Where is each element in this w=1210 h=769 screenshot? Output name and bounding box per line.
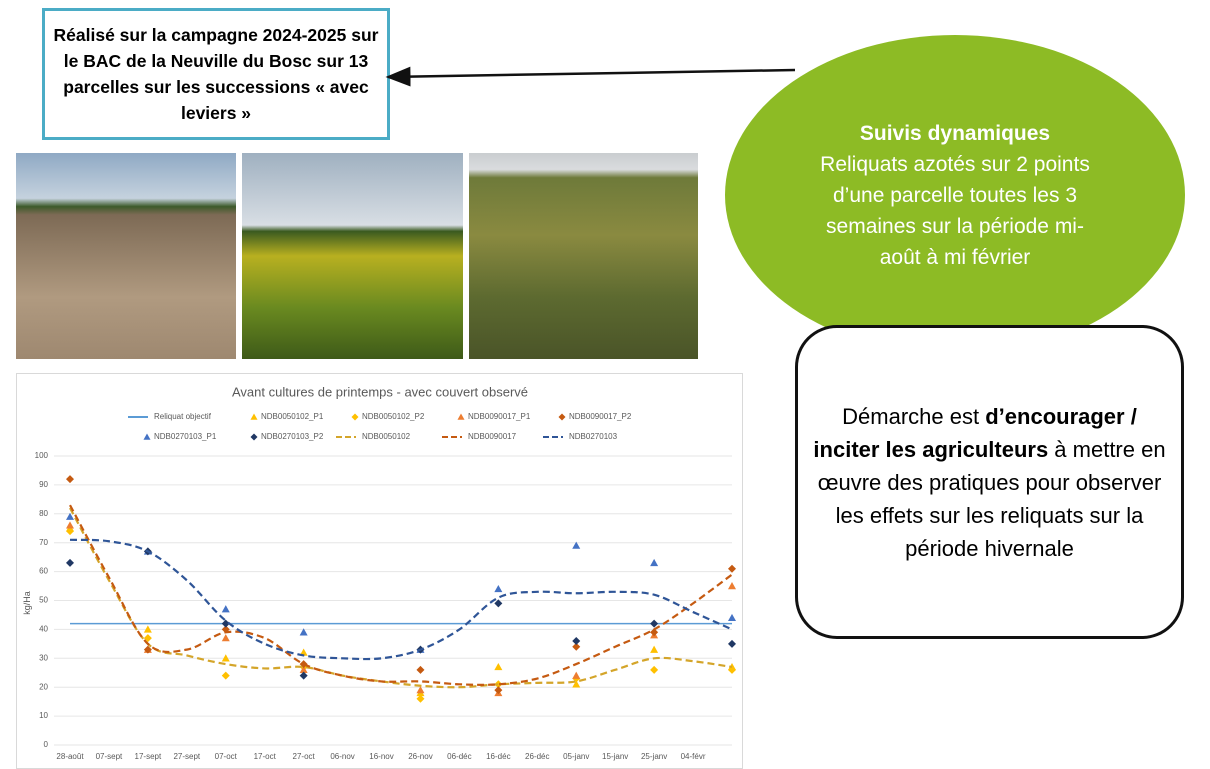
x-tick-label: 17-oct (254, 752, 277, 761)
x-tick-label: 27-sept (173, 752, 200, 761)
x-tick-label: 07-sept (96, 752, 123, 761)
y-tick-label: 20 (39, 682, 48, 691)
legend-label: NDB0050102_P1 (261, 412, 324, 421)
x-tick-label: 25-janv (641, 752, 667, 761)
x-tick-label: 28-août (56, 752, 84, 761)
ellipse-text: Reliquats azotés sur 2 points d’une parc… (820, 149, 1090, 273)
legend-label: NDB0270103_P2 (261, 432, 324, 441)
x-tick-label: 16-nov (369, 752, 393, 761)
x-tick-label: 04-févr (681, 752, 706, 761)
y-tick-label: 50 (39, 596, 48, 605)
x-tick-label: 17-sept (135, 752, 162, 761)
chart: Avant cultures de printemps - avec couve… (16, 373, 744, 769)
x-tick-label: 05-janv (563, 752, 589, 761)
arrow (388, 70, 795, 77)
photo-cover (469, 153, 698, 359)
photo-mustard (242, 153, 463, 359)
y-tick-label: 60 (39, 567, 48, 576)
dynamic-followup: Suivis dynamiques Reliquats azotés sur 2… (725, 35, 1185, 355)
x-tick-label: 16-déc (486, 752, 510, 761)
x-tick-label: 15-janv (602, 752, 628, 761)
y-tick-label: 10 (39, 711, 48, 720)
legend-label: NDB0090017 (468, 432, 517, 441)
y-tick-label: 0 (44, 740, 49, 749)
y-tick-label: 100 (35, 451, 49, 460)
x-tick-label: 26-déc (525, 752, 549, 761)
ellipse-title: Suivis dynamiques (860, 118, 1050, 149)
approach-part: Démarche est (842, 404, 985, 429)
y-axis-title: kg/Ha (22, 591, 32, 615)
legend-label: NDB0090017_P2 (569, 412, 632, 421)
approach-box: Démarche est d’encourager / inciter les … (795, 325, 1184, 639)
y-tick-label: 30 (39, 653, 48, 662)
y-tick-label: 70 (39, 538, 48, 547)
x-tick-label: 26-nov (408, 752, 432, 761)
legend-label: NDB0050102_P2 (362, 412, 425, 421)
legend-label: NDB0270103_P1 (154, 432, 217, 441)
x-tick-label: 06-déc (447, 752, 471, 761)
x-tick-label: 07-oct (215, 752, 238, 761)
y-tick-label: 80 (39, 509, 48, 518)
y-tick-label: 90 (39, 480, 48, 489)
legend-label: NDB0090017_P1 (468, 412, 531, 421)
chart-title: Avant cultures de printemps - avec couve… (232, 384, 528, 399)
approach-text: Démarche est d’encourager / inciter les … (812, 400, 1167, 565)
legend-label: NDB0270103 (569, 432, 618, 441)
legend-label: NDB0050102 (362, 432, 411, 441)
y-tick-label: 40 (39, 625, 48, 634)
x-tick-label: 06-nov (330, 752, 354, 761)
legend-label: Reliquat objectif (154, 412, 212, 421)
x-tick-label: 27-oct (293, 752, 316, 761)
slide: Réalisé sur la campagne 2024-2025 sur le… (0, 0, 1210, 769)
photo-field (16, 153, 236, 359)
